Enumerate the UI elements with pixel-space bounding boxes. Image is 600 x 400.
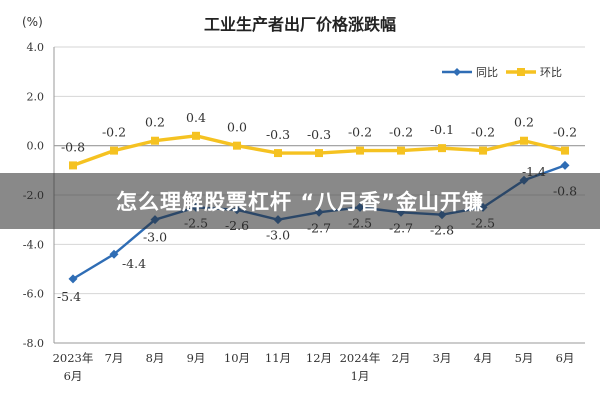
x-tick-label: 6月 bbox=[64, 369, 83, 383]
legend-label: 环比 bbox=[540, 66, 562, 79]
data-label: 0.2 bbox=[514, 115, 534, 130]
y-tick-label: -6.0 bbox=[23, 288, 44, 301]
data-point bbox=[560, 160, 570, 170]
data-label: -3.0 bbox=[143, 230, 167, 245]
y-tick-label: 2.0 bbox=[27, 90, 45, 103]
data-point bbox=[315, 149, 323, 158]
x-tick-label: 9月 bbox=[187, 351, 206, 365]
legend-marker bbox=[517, 68, 525, 76]
data-point bbox=[356, 146, 364, 155]
x-tick-label: 6月 bbox=[556, 351, 575, 365]
data-point bbox=[274, 149, 282, 158]
x-tick-label: 11月 bbox=[265, 351, 291, 365]
x-axis: 2023年 6月 7月 8月 9月 10月 11月 12月 2024年 1月 2月 3月 4月 5月 6月 bbox=[53, 351, 575, 383]
y-tick-label: 0.0 bbox=[27, 140, 45, 153]
x-tick-label: 2024年 bbox=[340, 351, 381, 365]
data-point bbox=[192, 131, 200, 140]
data-label: -0.2 bbox=[348, 125, 372, 140]
data-label: 0.4 bbox=[186, 110, 206, 125]
data-label: -0.2 bbox=[102, 125, 126, 140]
legend: 同比 环比 bbox=[442, 66, 562, 79]
x-tick-label: 5月 bbox=[515, 351, 534, 365]
data-label: -0.2 bbox=[389, 125, 413, 140]
data-label: -0.2 bbox=[553, 125, 577, 140]
y-tick-label: -4.0 bbox=[23, 238, 44, 251]
data-label: -0.1 bbox=[430, 122, 454, 137]
data-point bbox=[151, 136, 159, 145]
data-point bbox=[520, 136, 528, 145]
data-label: -0.8 bbox=[61, 139, 85, 154]
x-tick-label: 2023年 bbox=[53, 351, 94, 365]
data-label: -0.3 bbox=[307, 127, 331, 142]
x-tick-label: 2月 bbox=[392, 351, 411, 365]
data-point bbox=[397, 146, 405, 155]
legend-marker bbox=[453, 68, 461, 76]
data-point bbox=[438, 144, 446, 153]
data-point bbox=[69, 161, 77, 170]
data-point bbox=[233, 141, 241, 150]
data-label: -5.4 bbox=[57, 289, 81, 304]
y-tick-label: -8.0 bbox=[23, 337, 44, 350]
x-tick-label: 1月 bbox=[351, 369, 370, 383]
data-point bbox=[561, 146, 569, 155]
x-tick-label: 8月 bbox=[146, 351, 165, 365]
data-label: -0.3 bbox=[266, 127, 290, 142]
y-tick-label: 4.0 bbox=[27, 41, 45, 54]
y-axis-unit: (%) bbox=[22, 15, 43, 29]
data-point bbox=[68, 274, 78, 284]
data-label: -0.2 bbox=[471, 125, 495, 140]
headline-banner: 怎么理解股票杠杆 “八月香”金山开镰 bbox=[0, 173, 600, 229]
x-tick-label: 4月 bbox=[474, 351, 493, 365]
headline-text: 怎么理解股票杠杆 “八月香”金山开镰 bbox=[116, 190, 484, 214]
chart-title: 工业生产者出厂价格涨跌幅 bbox=[204, 15, 396, 34]
data-point bbox=[479, 146, 487, 155]
x-tick-label: 7月 bbox=[105, 351, 124, 365]
legend-label: 同比 bbox=[476, 66, 498, 79]
data-label: 0.2 bbox=[145, 115, 165, 130]
data-point bbox=[109, 249, 119, 259]
data-label: 0.0 bbox=[227, 120, 247, 135]
data-label: -4.4 bbox=[122, 256, 146, 271]
x-tick-label: 10月 bbox=[224, 351, 250, 365]
data-point bbox=[110, 146, 118, 155]
x-tick-label: 3月 bbox=[433, 351, 452, 365]
x-tick-label: 12月 bbox=[306, 351, 332, 365]
data-label: -3.0 bbox=[266, 228, 290, 243]
